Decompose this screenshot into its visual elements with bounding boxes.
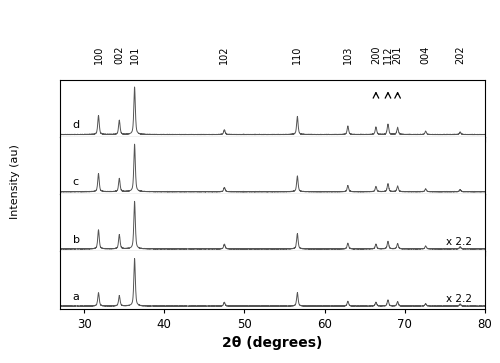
Text: b: b (73, 234, 80, 245)
Text: 202: 202 (455, 45, 465, 64)
Text: 004: 004 (420, 45, 430, 64)
Text: 110: 110 (292, 45, 302, 64)
Text: 100: 100 (94, 45, 104, 64)
Text: c: c (73, 178, 79, 187)
Text: d: d (73, 120, 80, 130)
Text: 101: 101 (130, 45, 140, 64)
Text: a: a (73, 292, 80, 302)
Text: 102: 102 (220, 45, 230, 64)
Text: Intensity (au): Intensity (au) (10, 144, 20, 219)
Text: 201: 201 (392, 45, 402, 64)
X-axis label: 2θ (degrees): 2θ (degrees) (222, 336, 322, 350)
Text: x 2.2: x 2.2 (446, 237, 472, 247)
Text: 112: 112 (383, 45, 393, 64)
Text: 103: 103 (343, 45, 353, 64)
Text: 200: 200 (371, 45, 381, 64)
Text: 002: 002 (114, 45, 124, 64)
Text: x 2.2: x 2.2 (446, 294, 472, 304)
